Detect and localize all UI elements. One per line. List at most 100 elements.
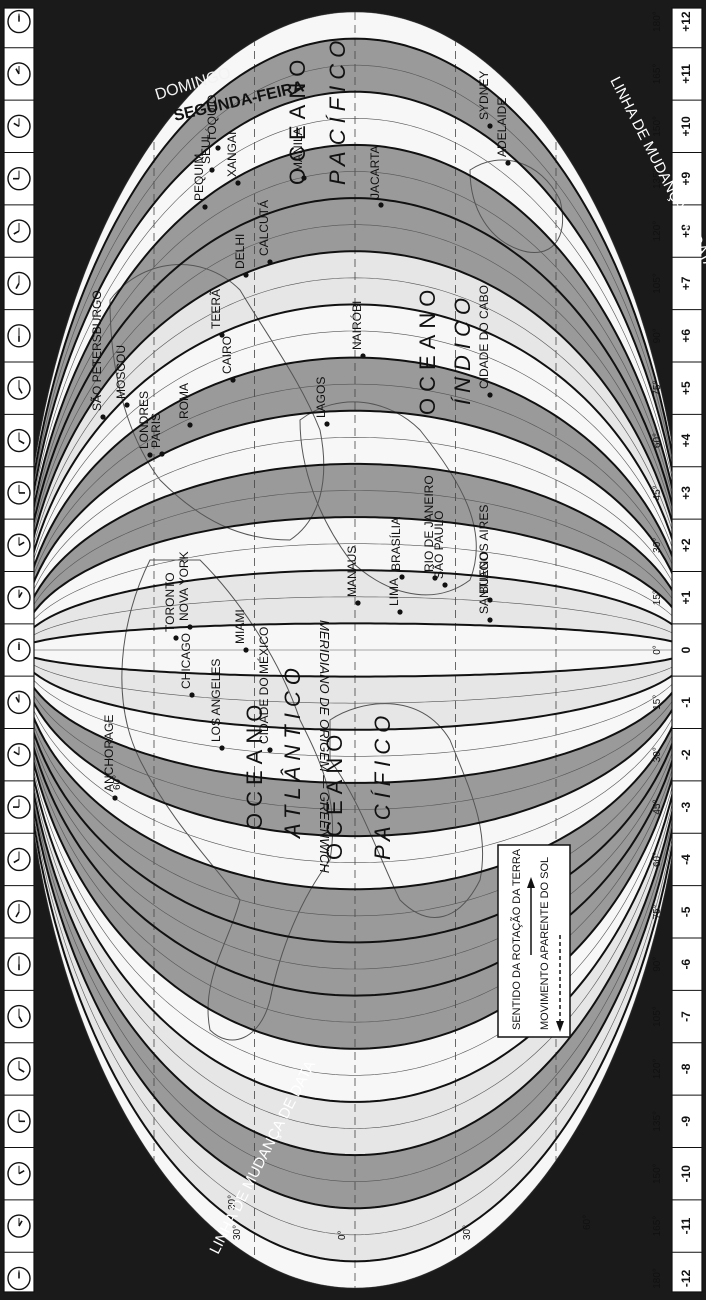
- utc-offset-label: +3: [679, 486, 693, 500]
- city-miami: MIAMI: [233, 609, 249, 653]
- svg-text:TEERÃ: TEERÃ: [209, 289, 223, 329]
- utc-offset-label: +8: [679, 224, 693, 238]
- clock-icon: [7, 9, 31, 34]
- clock-icon: [7, 324, 31, 348]
- coastline: [469, 159, 564, 254]
- longitude-tick: 120°: [652, 221, 663, 242]
- meridian: [20, 649, 690, 810]
- city-toronto: TORONTO: [163, 572, 179, 641]
- svg-text:JACARTA: JACARTA: [368, 145, 382, 199]
- clock-icon: [7, 62, 31, 86]
- utc-offset-label: +4: [679, 433, 693, 447]
- clock-icon: [7, 638, 31, 662]
- svg-text:ÍNDICO: ÍNDICO: [450, 292, 475, 405]
- svg-text:OCEANO: OCEANO: [415, 284, 440, 415]
- clock-icon: [7, 1057, 31, 1081]
- latitude-label: 30°: [232, 1225, 243, 1240]
- clock-icon: [7, 847, 31, 872]
- meridian: [20, 277, 690, 651]
- zone-boundary: [20, 90, 690, 651]
- city-cidade-do-cabo: CIDADE DO CABO: [477, 285, 493, 398]
- meridian: [20, 490, 690, 651]
- city-manila: MANILA: [291, 127, 307, 181]
- svg-text:NOVA YORK: NOVA YORK: [177, 551, 191, 621]
- city-cairo: CAIRO: [220, 336, 236, 383]
- utc-offset-label: +11: [679, 64, 693, 84]
- legend-box: SENTIDO DA ROTAÇÃO DA TERRA MOVIMENTO AP…: [497, 844, 571, 1038]
- city-teer-: TEERÃ: [209, 289, 225, 338]
- coastline: [121, 559, 334, 1041]
- svg-text:SEUL: SEUL: [199, 132, 213, 164]
- zone-boundary-lines: [20, 12, 690, 1288]
- svg-text:MIAMI: MIAMI: [233, 609, 247, 644]
- svg-text:LONDRES: LONDRES: [137, 391, 151, 449]
- zone-boundary: [20, 649, 690, 678]
- svg-text:OCEANO: OCEANO: [322, 729, 347, 860]
- meridian: [20, 383, 690, 651]
- clock-strip: [3, 7, 35, 1293]
- meridian: [20, 224, 690, 651]
- meridian: [20, 64, 690, 651]
- zone-boundary: [20, 356, 690, 651]
- clock-icon: [7, 428, 31, 453]
- time-zone-band: [20, 304, 690, 650]
- zone-boundary: [20, 649, 690, 1263]
- clock-icon: [7, 952, 31, 976]
- meridian: [20, 436, 690, 651]
- longitude-tick: 30°: [652, 538, 663, 553]
- city-nova-york: NOVA YORK: [177, 551, 193, 630]
- meridian: [20, 543, 690, 651]
- city-buenos-aires: BUENOS AIRES: [477, 505, 493, 603]
- clock-icon: [7, 900, 31, 924]
- svg-text:OCEANO: OCEANO: [242, 699, 267, 830]
- city-moscou: MOSCOU: [114, 345, 130, 408]
- meridian: [20, 649, 690, 1236]
- zone-boundary: [20, 569, 690, 651]
- svg-text:CIDADE DO CABO: CIDADE DO CABO: [477, 285, 491, 389]
- svg-text:SANTIAGO: SANTIAGO: [477, 552, 491, 614]
- utc-offset-label: -8: [679, 1063, 693, 1074]
- meridian: [20, 596, 690, 651]
- utc-offset-label: -6: [679, 959, 693, 970]
- svg-text:TORONTO: TORONTO: [163, 572, 177, 632]
- zone-boundary: [20, 649, 690, 1157]
- time-zone-band: [20, 650, 690, 837]
- city-rio-de-janeiro: RIO DE JANEIRO: [422, 475, 438, 581]
- latitude-labels: 30° 0° 30° 60° 60° 30°: [112, 775, 593, 1240]
- utc-offset-label: -11: [679, 1217, 693, 1234]
- svg-text:BUENOS AIRES: BUENOS AIRES: [477, 505, 491, 594]
- zone-boundary: [20, 462, 690, 651]
- svg-text:TÓQUIO: TÓQUIO: [204, 95, 219, 142]
- latitude-label: 30°: [227, 1195, 238, 1210]
- city-nair-bi: NAIRÓBI: [349, 301, 366, 359]
- time-zone-band: [20, 650, 690, 783]
- svg-text:CAIRO: CAIRO: [220, 336, 234, 374]
- time-zone-band: [20, 357, 690, 650]
- svg-text:PARIS: PARIS: [149, 413, 163, 448]
- clock-icon: [7, 219, 31, 243]
- zone-boundary: [20, 303, 690, 651]
- ocean-atlantic: OCEANO ATLÂNTICO: [242, 662, 305, 840]
- svg-text:CIDADE DO MÉXICO: CIDADE DO MÉXICO: [256, 627, 271, 744]
- longitude-tick: 90°: [652, 328, 663, 343]
- svg-text:MANAUS: MANAUS: [345, 546, 359, 597]
- clock-icon: [7, 743, 31, 767]
- svg-text:PACÍFICO: PACÍFICO: [325, 35, 350, 185]
- city-jacarta: JACARTA: [368, 145, 384, 208]
- longitude-tick: 150°: [652, 1163, 663, 1184]
- utc-offset-strip: +12+11+10+9+8+7+6+5+4+3+2+10-1-2-3-4-5-6…: [671, 7, 703, 1293]
- svg-text:CALCUTÁ: CALCUTÁ: [256, 200, 271, 256]
- svg-text:ANCHORAGE: ANCHORAGE: [102, 715, 116, 792]
- utc-offset-label: +10: [679, 116, 693, 137]
- legend-rotation-text: SENTIDO DA ROTAÇÃO DA TERRA: [510, 848, 523, 1030]
- zone-boundary: [20, 649, 690, 891]
- zone-boundary: [20, 516, 690, 651]
- city-anchorage: ANCHORAGE: [102, 715, 118, 801]
- meridian: [20, 649, 690, 1288]
- city-lima: LIMA: [387, 578, 403, 615]
- clock-icon: [7, 690, 31, 715]
- svg-text:DELHI: DELHI: [233, 234, 247, 269]
- city-lagos: LAGOS: [314, 377, 330, 427]
- utc-offset-label: +5: [679, 381, 693, 395]
- city-pequim: PEQUIM: [192, 154, 208, 210]
